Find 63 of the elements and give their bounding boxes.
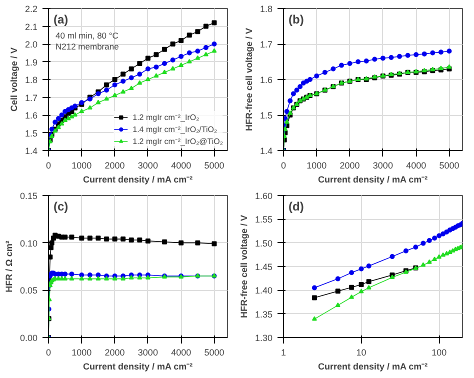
x-axis-title: Current density / mA cm⁻² (318, 362, 428, 372)
x-tick-label: 5000 (439, 160, 460, 170)
y-tick-label: 1.8 (260, 4, 273, 14)
y-tick-label: 2.0 (24, 40, 38, 50)
y-tick-label: 1.35 (254, 309, 273, 320)
chart-title: (c) (54, 200, 68, 214)
x-tick-label: 3000 (138, 160, 158, 170)
y-tick-label: 1.55 (254, 214, 273, 225)
x-tick-label: 5000 (204, 348, 224, 358)
x-tick-label: 2000 (104, 160, 125, 170)
annotation: 40 ml min, 80 °C (56, 30, 118, 40)
x-tick-label: 5000 (204, 160, 224, 170)
y-tick-label: 1.60 (254, 191, 273, 201)
y-tick-label: 1.6 (24, 110, 38, 120)
x-tick-label: 100 (432, 348, 447, 358)
x-axis-title: Current density / mA cm⁻² (82, 174, 193, 184)
y-tick-label: 0.15 (20, 191, 38, 201)
y-tick-label: 1.9 (24, 57, 38, 68)
y-tick-label: 1.5 (260, 110, 273, 120)
legend-label: 1.2 mgIr cm⁻²_IrO₂@TiO₂ (132, 136, 223, 146)
chart-title: (b) (288, 12, 304, 26)
y-tick-label: 1.30 (254, 333, 273, 343)
legend-label: 1.2 mgIr cm⁻²_IrO₂ (132, 112, 200, 122)
y-tick-label: 1.7 (260, 40, 273, 50)
chart-title: (d) (288, 200, 304, 214)
y-tick-label: 0.05 (20, 286, 38, 296)
y-tick-label: 2.2 (24, 4, 38, 14)
x-tick-label: 0 (46, 160, 52, 170)
x-tick-label: 0 (280, 160, 286, 170)
y-axis-title: HFR / Ω cm² (4, 240, 14, 292)
x-tick-label: 1000 (306, 160, 327, 170)
x-tick-label: 1000 (72, 160, 92, 170)
x-axis-title: Current density / mA cm⁻² (82, 362, 193, 372)
y-tick-label: 1.7 (24, 92, 38, 103)
x-tick-label: 2000 (104, 348, 125, 358)
x-tick-label: 4000 (406, 160, 426, 170)
chart-title: (a) (54, 12, 68, 26)
x-tick-label: 10 (356, 348, 366, 358)
x-tick-label: 1000 (72, 348, 92, 358)
y-axis-title: Cell voltage / V (8, 47, 19, 112)
x-axis-title: Current density / mA cm⁻² (318, 174, 428, 184)
x-tick-label: 3000 (138, 348, 158, 358)
x-tick-label: 1 (280, 348, 286, 358)
y-tick-label: 1.4 (24, 146, 38, 156)
y-axis-title: HFR-free cell voltage / V (238, 214, 249, 318)
y-tick-label: 0.00 (20, 333, 38, 343)
x-tick-label: 2000 (340, 160, 360, 170)
legend-label: 1.4 mgIr cm⁻²_IrO₂/TiO₂ (132, 124, 218, 134)
y-tick-label: 0.10 (20, 238, 38, 248)
y-tick-label: 1.45 (254, 262, 273, 272)
x-tick-label: 4000 (171, 160, 192, 170)
y-tick-label: 1.50 (254, 238, 273, 248)
y-axis-title: HFR-free cell voltage / V (244, 28, 254, 132)
x-tick-label: 3000 (372, 160, 393, 170)
y-tick-label: 2.1 (24, 22, 38, 32)
y-tick-label: 1.40 (254, 286, 273, 296)
x-tick-label: 0 (46, 348, 52, 358)
y-tick-label: 1.8 (24, 75, 38, 85)
annotation: N212 membrane (56, 42, 120, 52)
y-tick-label: 1.4 (260, 146, 273, 156)
y-tick-label: 1.6 (260, 75, 273, 85)
x-tick-label: 4000 (171, 348, 192, 358)
y-tick-label: 1.5 (24, 128, 38, 138)
